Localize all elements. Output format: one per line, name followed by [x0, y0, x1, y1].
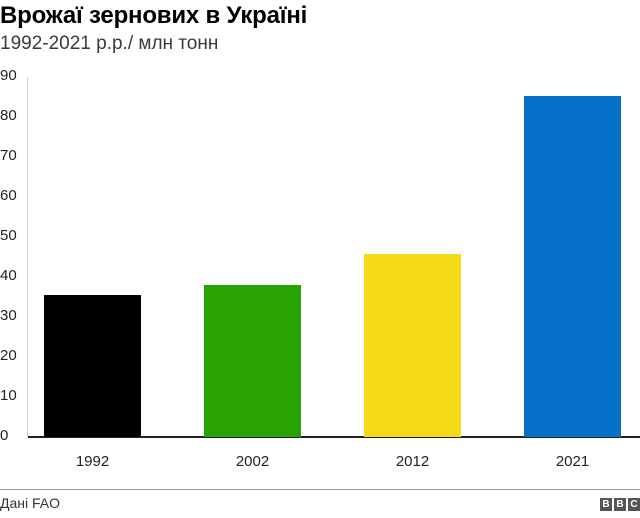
y-tick-label: 40 — [0, 267, 17, 284]
bbc-logo-letter: C — [628, 498, 640, 511]
bar-chart: 0 10 20 30 40 50 60 70 80 90 1992 2002 2012 2021 — [0, 67, 640, 470]
y-tick-label: 80 — [0, 107, 17, 124]
y-tick-label: 90 — [0, 67, 17, 84]
y-tick-label: 30 — [0, 307, 17, 324]
y-tick-label: 60 — [0, 187, 17, 204]
x-tick-label: 2021 — [555, 453, 590, 470]
bbc-logo-letter: B — [614, 498, 626, 511]
x-axis-baseline — [28, 436, 640, 438]
y-tick-label: 20 — [0, 347, 17, 364]
y-tick-label: 50 — [0, 227, 17, 244]
bbc-logo-letter: B — [600, 498, 612, 511]
bar-1992 — [44, 295, 141, 437]
y-axis-line — [27, 77, 28, 437]
source-note: Дані FAO — [0, 495, 61, 511]
x-tick-label: 2002 — [235, 453, 270, 470]
y-tick-label: 70 — [0, 147, 17, 164]
bar-2021 — [524, 95, 621, 437]
bar-2012 — [364, 253, 461, 437]
bar-2002 — [204, 285, 301, 437]
y-tick-label: 10 — [0, 387, 17, 404]
chart-subtitle: 1992-2021 р.р./ млн тонн — [0, 33, 219, 54]
chart-title: Врожаї зернових в Україні — [0, 2, 308, 29]
x-tick-label: 2012 — [395, 453, 430, 470]
bbc-logo: B B C — [600, 498, 640, 511]
footer-divider — [0, 489, 640, 490]
x-tick-label: 1992 — [75, 453, 110, 470]
y-tick-label: 0 — [0, 427, 9, 444]
